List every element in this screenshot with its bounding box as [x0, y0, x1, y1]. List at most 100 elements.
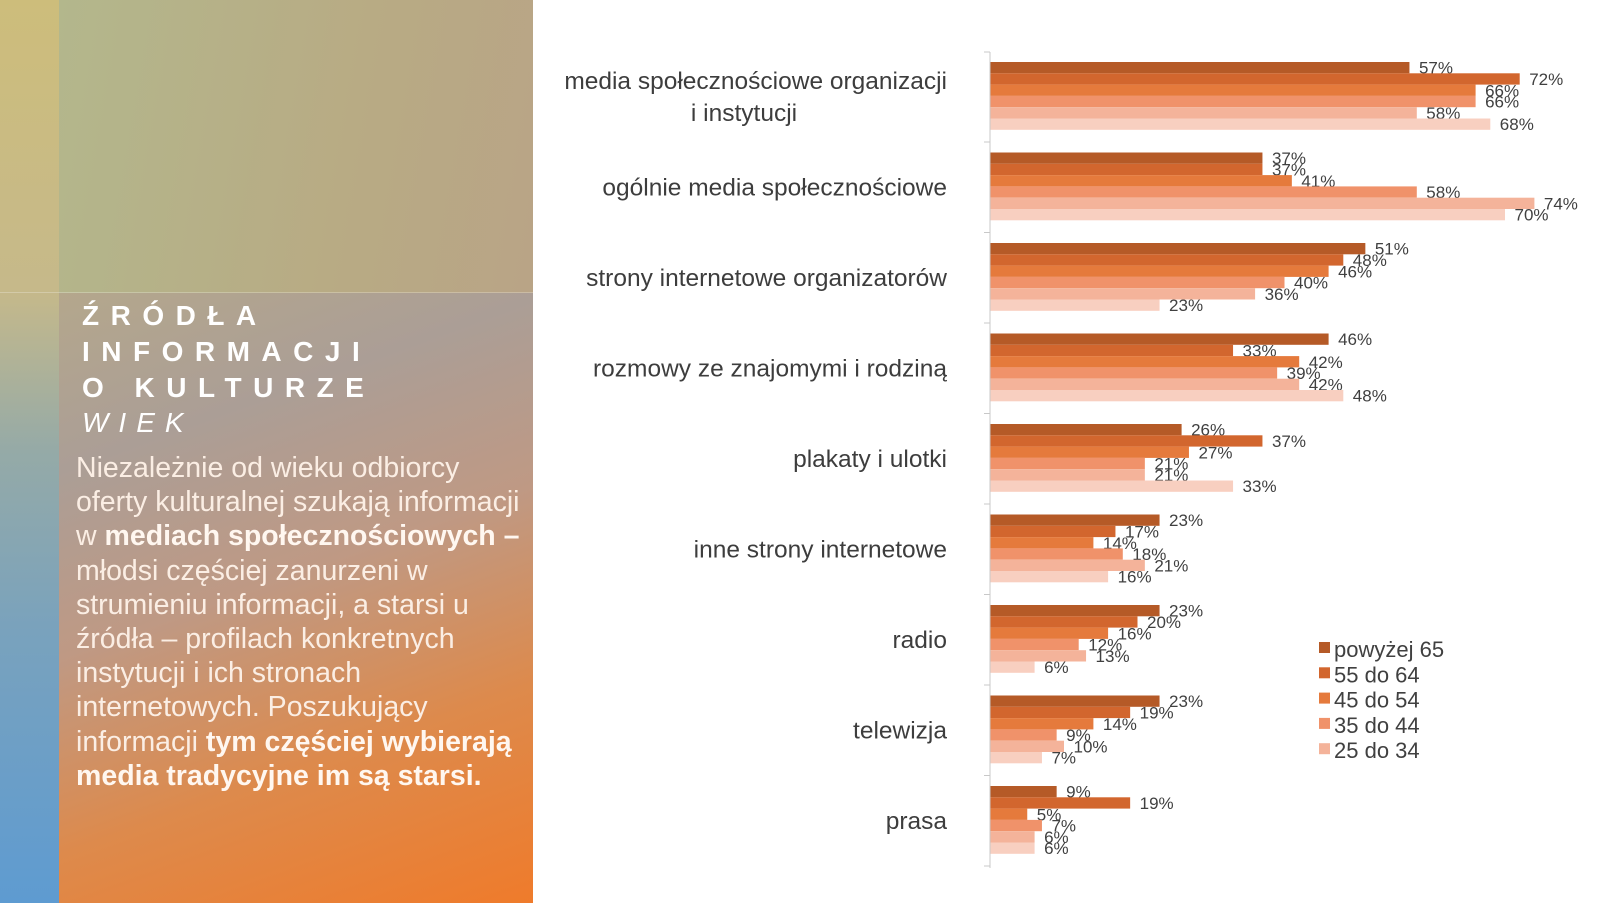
category-label: telewizja	[853, 717, 947, 744]
legend-swatch	[1319, 667, 1330, 679]
data-label: 57%	[1419, 59, 1453, 78]
data-label: 20%	[1147, 613, 1181, 632]
data-label: 58%	[1426, 104, 1460, 123]
data-label: 21%	[1154, 455, 1188, 474]
bar	[990, 740, 1064, 752]
bar	[990, 197, 1535, 209]
bar	[990, 254, 1344, 266]
chart-area: media społecznościowe organizacji i insty…	[533, 0, 1600, 903]
bar	[990, 638, 1079, 651]
bar	[990, 424, 1182, 436]
data-label: 66%	[1485, 81, 1519, 100]
desc-bold-1: mediach społecznościowych –	[104, 520, 520, 553]
bar	[990, 276, 1285, 289]
data-label: 48%	[1353, 387, 1387, 406]
data-label: 40%	[1294, 274, 1328, 293]
category-label: strony internetowe organizatorów	[586, 265, 947, 292]
category-label: i instytucji	[691, 100, 797, 127]
legend-swatch	[1319, 642, 1330, 653]
data-label: 21%	[1154, 556, 1188, 575]
bar	[990, 152, 1263, 164]
data-label: 18%	[1132, 545, 1166, 564]
title-line-1: ŹRÓDŁA	[82, 300, 268, 331]
legend-label: 25 do 34	[1334, 738, 1420, 763]
data-label: 9%	[1066, 726, 1091, 745]
bar	[990, 537, 1094, 549]
left-panel: ŹRÓDŁA INFORMACJI O KULTURZE WIEK Niezal…	[0, 0, 533, 903]
bar	[990, 118, 1491, 130]
bar	[990, 661, 1035, 673]
bar	[990, 209, 1505, 221]
data-label: 10%	[1074, 737, 1108, 756]
data-label: 6%	[1044, 658, 1069, 677]
bar	[990, 186, 1417, 198]
data-label: 19%	[1140, 794, 1174, 813]
bar	[990, 378, 1300, 390]
legend-label: 45 do 54	[1334, 688, 1420, 713]
bar	[990, 356, 1300, 368]
data-label: 51%	[1375, 240, 1409, 259]
bar	[990, 514, 1160, 526]
top-band	[59, 0, 533, 293]
bar	[990, 729, 1057, 741]
data-label: 74%	[1544, 194, 1578, 213]
data-label: 68%	[1500, 115, 1534, 134]
band-divider	[0, 292, 533, 293]
legend-label: 35 do 44	[1334, 713, 1420, 738]
bar	[990, 650, 1087, 662]
category-label: rozmowy ze znajomymi i rodziną	[593, 355, 947, 382]
bar	[990, 469, 1145, 481]
bar	[990, 571, 1109, 583]
bar	[990, 446, 1189, 458]
bar	[990, 797, 1131, 809]
data-label: 17%	[1125, 522, 1159, 541]
data-label: 42%	[1309, 353, 1343, 372]
desc-part-1: Niezależnie od wieku odbiorcy oferty kul…	[76, 452, 520, 553]
bar	[990, 808, 1028, 820]
data-label: 14%	[1103, 534, 1137, 553]
bar	[990, 175, 1292, 187]
category-label: media społecznościowe organizacji	[564, 68, 947, 95]
bar	[990, 62, 1410, 74]
desc-part-2: młodsi częściej zanurzeni w strumieniu i…	[76, 554, 469, 758]
data-label: 42%	[1309, 375, 1343, 394]
data-label: 13%	[1096, 647, 1130, 666]
data-label: 16%	[1118, 624, 1152, 643]
bar-chart: media społecznościowe organizacji i insty…	[564, 51, 1578, 868]
bar	[990, 718, 1094, 730]
bar	[990, 243, 1366, 255]
bar	[990, 265, 1329, 277]
data-label: 14%	[1103, 715, 1137, 734]
slide-subtitle: WIEK	[82, 407, 194, 438]
category-label: ogólnie media społecznościowe	[602, 174, 947, 201]
bar	[990, 559, 1145, 571]
title-line-2: INFORMACJI	[82, 336, 372, 367]
accent-strip	[0, 0, 59, 903]
data-label: 33%	[1243, 477, 1277, 496]
bar	[990, 95, 1476, 108]
bar	[990, 344, 1234, 357]
bar	[990, 548, 1123, 560]
title-line-3: O KULTURZE	[82, 372, 376, 403]
bar	[990, 299, 1160, 311]
data-label: 23%	[1169, 692, 1203, 711]
bar	[990, 73, 1520, 85]
bar	[990, 752, 1042, 764]
data-label: 36%	[1265, 285, 1299, 304]
bar	[990, 390, 1344, 402]
data-label: 46%	[1338, 262, 1372, 281]
bar	[990, 605, 1160, 617]
data-label: 33%	[1243, 341, 1277, 360]
bar	[990, 831, 1035, 843]
data-label: 9%	[1066, 783, 1091, 802]
data-label: 46%	[1338, 330, 1372, 349]
legend-label: 55 do 64	[1334, 662, 1420, 687]
data-label: 70%	[1515, 206, 1549, 225]
bar	[990, 367, 1278, 379]
bar	[990, 627, 1109, 639]
data-label: 72%	[1529, 70, 1563, 89]
bar	[990, 819, 1042, 832]
bar	[990, 457, 1145, 470]
data-label: 41%	[1301, 172, 1335, 191]
legend-label: powyżej 65	[1334, 637, 1444, 662]
